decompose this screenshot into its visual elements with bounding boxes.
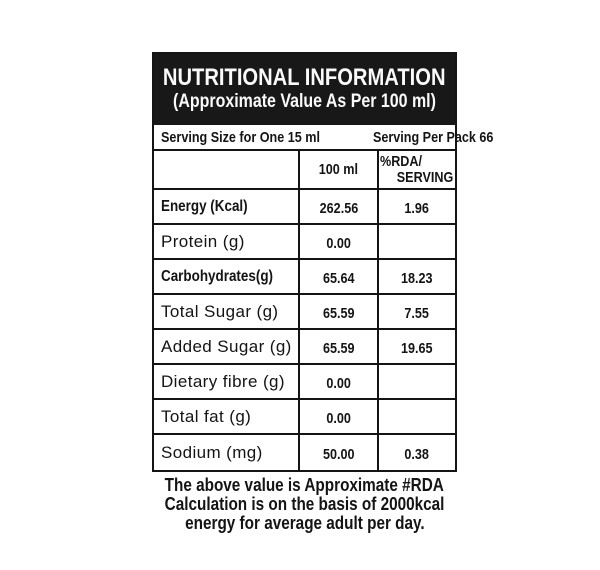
table-row: Dietary fibre (g) 0.00 [154, 365, 455, 400]
footer-line-2: Calculation is on the basis of 2000kcal [164, 494, 445, 514]
table-row: Protein (g) 0.00 [154, 225, 455, 260]
per-100ml-value: 65.59 [322, 340, 355, 357]
per-100ml-value: 50.00 [322, 446, 355, 463]
per-100ml-value: 0.00 [326, 375, 351, 392]
nutrition-label-card: NUTRITIONAL INFORMATION (Approximate Val… [152, 52, 494, 472]
nutrient-label: Sodium (mg) [161, 442, 263, 462]
label-subtitle-text: (Approximate Value As Per 100 ml) [173, 91, 436, 112]
serving-size-label: Serving Size for One 15 ml [161, 128, 320, 146]
rda-serving-value: 19.65 [401, 340, 433, 357]
per-100ml-value: 65.64 [322, 270, 355, 287]
label-subtitle: (Approximate Value As Per 100 ml) [148, 91, 461, 112]
table-column-header-row: 100 ml %RDA/ SERVING [154, 151, 455, 190]
nutrient-label: Dietary fibre (g) [161, 371, 285, 391]
nutrient-label: Added Sugar (g) [161, 336, 292, 356]
footer-line-1: The above value is Approximate #RDA [164, 475, 445, 495]
per-100ml-value: 262.56 [319, 200, 358, 217]
serving-per-pack-label: Serving Per Pack 66 [373, 128, 494, 146]
nutrient-label: Total Sugar (g) [161, 301, 279, 321]
table-body: Energy (Kcal) 262.56 1.96 Protein (g) 0.… [154, 190, 455, 470]
rda-serving-value: 0.38 [404, 446, 430, 463]
footer-line-3: energy for average adult per day. [184, 513, 425, 533]
nutrient-label: Protein (g) [161, 231, 245, 251]
rda-serving-value: 7.55 [404, 305, 430, 322]
per-100ml-value: 0.00 [326, 410, 351, 427]
per-100ml-value: 65.59 [322, 305, 355, 322]
rda-serving-value: 1.96 [404, 200, 430, 217]
rda-serving-value: 18.23 [401, 270, 433, 287]
table-row: Added Sugar (g) 65.59 19.65 [154, 330, 455, 365]
per-100ml-value: 0.00 [326, 235, 351, 252]
column-header-100ml: 100 ml [300, 151, 379, 188]
footer-note: The above value is Approximate #RDA Calc… [132, 476, 477, 533]
table-row: Total fat (g) 0.00 [154, 400, 455, 435]
table-row: Sodium (mg) 50.00 0.38 [154, 435, 455, 470]
label-title: NUTRITIONAL INFORMATION [136, 64, 472, 91]
serving-info-row: Serving Size for One 15 ml Serving Per P… [154, 125, 494, 151]
table-row: Energy (Kcal) 262.56 1.96 [154, 190, 455, 225]
nutrient-label: Energy (Kcal) [161, 197, 248, 215]
nutrient-label: Total fat (g) [161, 406, 252, 426]
column-header-nutrient [154, 151, 300, 188]
table-row: Carbohydrates(g) 65.64 18.23 [154, 260, 455, 295]
label-header: NUTRITIONAL INFORMATION (Approximate Val… [154, 54, 455, 125]
label-title-text: NUTRITIONAL INFORMATION [163, 64, 446, 91]
nutrient-label: Carbohydrates(g) [161, 267, 274, 285]
column-header-rda-serving: %RDA/ SERVING [380, 153, 453, 186]
table-row: Total Sugar (g) 65.59 7.55 [154, 295, 455, 330]
